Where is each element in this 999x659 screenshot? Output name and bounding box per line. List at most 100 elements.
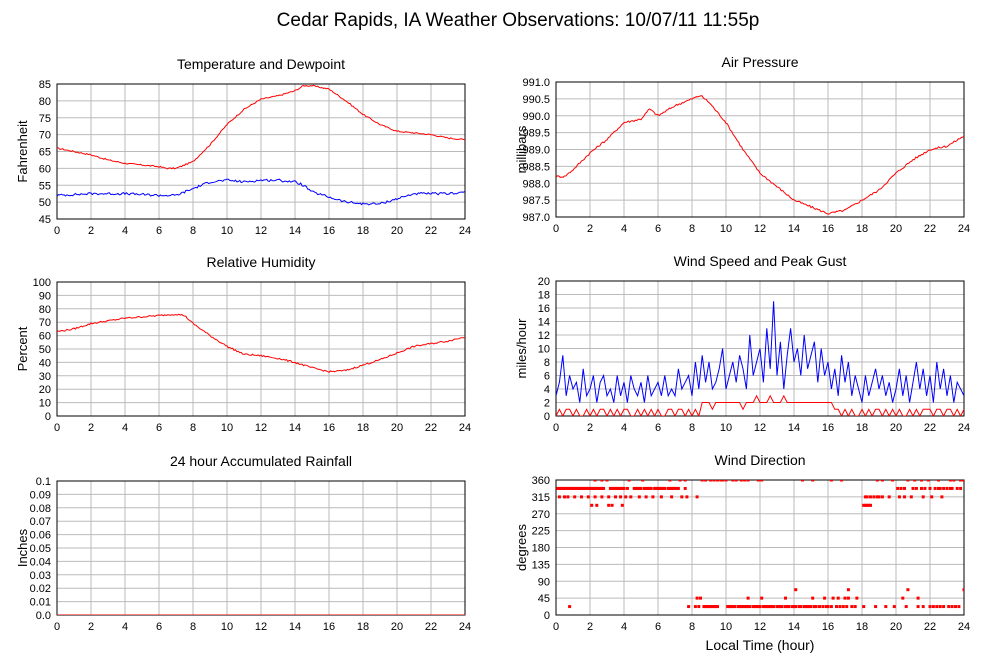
data-point — [738, 605, 742, 609]
data-point — [937, 486, 940, 490]
data-point — [653, 486, 657, 490]
data-point — [639, 486, 643, 490]
data-point — [741, 605, 745, 609]
data-point — [610, 503, 614, 507]
x-tick-label: 22 — [924, 223, 936, 235]
y-tick-label: 987.5 — [522, 195, 550, 207]
data-point — [841, 605, 845, 609]
plot-frame — [555, 280, 965, 417]
y-tick-label: 0 — [544, 411, 550, 423]
data-point — [818, 605, 821, 609]
data-point — [557, 486, 561, 490]
x-tick-label: 10 — [221, 422, 233, 434]
data-point — [566, 486, 570, 490]
data-point — [704, 605, 708, 609]
data-point — [869, 495, 872, 499]
x-tick-label: 8 — [689, 621, 695, 633]
data-point — [670, 486, 674, 490]
data-point — [644, 486, 648, 490]
data-point — [823, 596, 827, 600]
y-tick-label: 40 — [39, 357, 51, 369]
data-point — [705, 605, 709, 609]
y-tick-label: 80 — [39, 96, 51, 108]
y-tick-label: 135 — [532, 559, 550, 571]
plot-frame — [56, 281, 466, 417]
data-point — [615, 486, 619, 490]
y-tick-label: 991.0 — [522, 77, 550, 89]
data-point — [950, 486, 954, 490]
data-point — [702, 605, 706, 609]
data-point — [716, 605, 719, 609]
data-point — [846, 588, 850, 592]
data-point — [700, 480, 704, 482]
data-point — [585, 486, 589, 490]
x-tick-label: 18 — [856, 621, 868, 633]
data-point — [671, 486, 675, 490]
data-point — [731, 605, 735, 609]
data-point — [758, 605, 762, 609]
data-point — [923, 486, 927, 490]
data-point — [614, 495, 617, 499]
data-point — [875, 495, 879, 499]
x-tick-label: 14 — [289, 422, 301, 434]
data-point — [712, 605, 716, 609]
data-point — [785, 605, 789, 609]
y-tick-label: 55 — [39, 180, 51, 192]
y-tick-label: 0.09 — [30, 489, 51, 501]
data-point — [763, 605, 767, 609]
data-point — [838, 605, 842, 609]
y-tick-label: 90 — [39, 290, 51, 302]
data-point — [620, 486, 624, 490]
data-point — [574, 486, 578, 490]
data-point — [809, 605, 813, 609]
data-point — [962, 588, 964, 592]
data-point — [751, 605, 755, 609]
data-point — [814, 605, 818, 609]
data-point — [676, 486, 680, 490]
x-tick-label: 14 — [788, 621, 800, 633]
data-point — [602, 486, 606, 490]
data-point — [794, 605, 798, 609]
data-point — [778, 605, 782, 609]
y-axis-label: Percent — [15, 326, 30, 371]
data-point — [853, 605, 857, 609]
data-point — [829, 480, 833, 482]
data-point — [880, 480, 884, 482]
x-tick-label: 0 — [553, 422, 559, 434]
y-tick-label: 16 — [538, 303, 550, 315]
data-point — [831, 596, 835, 600]
y-tick-label: 987.0 — [522, 212, 550, 224]
data-point — [862, 503, 866, 507]
data-point — [920, 486, 923, 490]
data-point — [928, 605, 932, 609]
data-point — [619, 495, 623, 499]
x-tick-label: 12 — [754, 621, 766, 633]
data-point — [649, 486, 653, 490]
data-point — [843, 596, 847, 600]
data-point — [845, 605, 849, 609]
y-tick-label: 45 — [538, 593, 550, 605]
data-point — [739, 480, 743, 482]
y-tick-label: 0.08 — [30, 503, 51, 515]
y-tick-label: 85 — [39, 79, 51, 91]
data-point — [648, 486, 651, 490]
data-point — [597, 486, 600, 490]
data-point — [916, 605, 920, 609]
data-point — [729, 605, 733, 609]
data-point — [625, 486, 629, 490]
data-point — [804, 605, 808, 609]
chart-title: Relative Humidity — [207, 254, 316, 270]
data-point — [568, 605, 572, 609]
y-tick-label: 315 — [532, 492, 550, 504]
data-point — [914, 486, 918, 490]
data-point — [899, 486, 903, 490]
x-tick-label: 12 — [255, 225, 267, 237]
data-point — [892, 605, 896, 609]
data-point — [746, 596, 750, 600]
data-point — [659, 495, 663, 499]
x-tick-label: 0 — [553, 621, 559, 633]
data-point — [863, 495, 867, 499]
data-point — [734, 480, 738, 482]
data-point — [935, 605, 939, 609]
